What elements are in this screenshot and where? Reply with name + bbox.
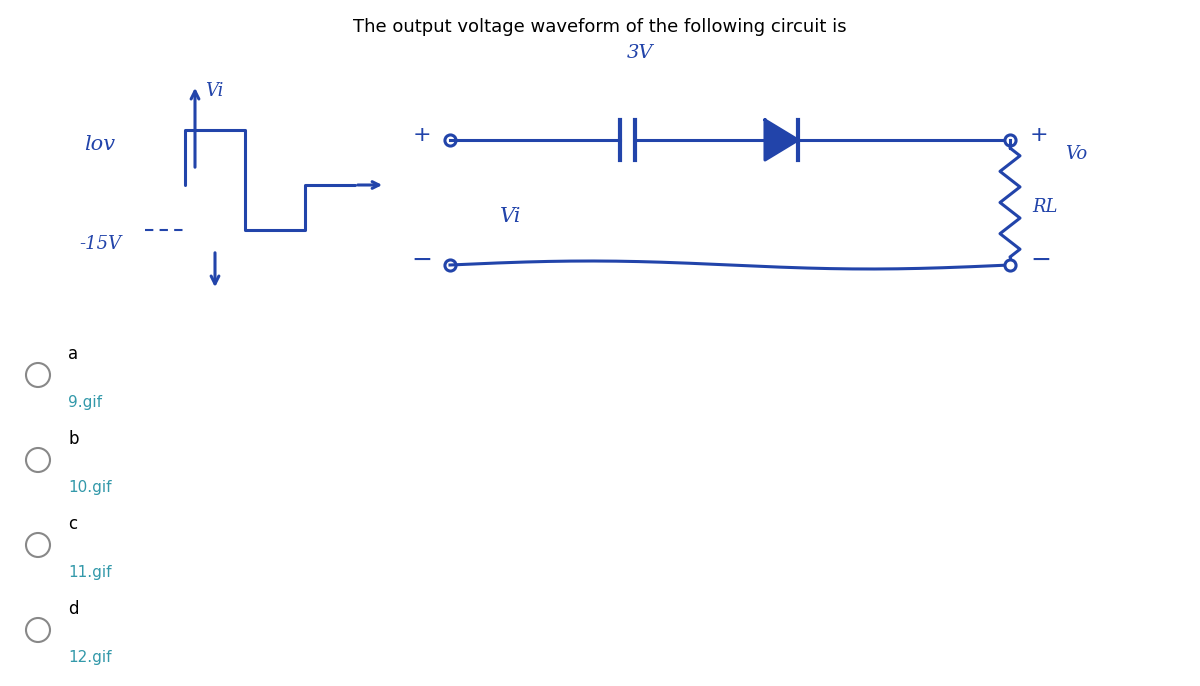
Text: 9.gif: 9.gif bbox=[68, 395, 102, 410]
Text: −: − bbox=[412, 248, 432, 272]
Text: 10.gif: 10.gif bbox=[68, 480, 112, 495]
Text: a: a bbox=[68, 345, 78, 363]
Text: d: d bbox=[68, 600, 78, 618]
Text: −: − bbox=[1030, 248, 1051, 272]
Text: 11.gif: 11.gif bbox=[68, 565, 112, 580]
Text: RL: RL bbox=[1032, 198, 1057, 216]
Text: Vi: Vi bbox=[500, 207, 521, 226]
Text: 3V: 3V bbox=[626, 44, 653, 62]
Text: b: b bbox=[68, 430, 78, 448]
Text: +: + bbox=[1030, 125, 1049, 145]
Text: +: + bbox=[413, 125, 431, 145]
Text: c: c bbox=[68, 515, 77, 533]
Polygon shape bbox=[766, 120, 798, 160]
Text: -15V: -15V bbox=[79, 235, 121, 253]
Text: The output voltage waveform of the following circuit is: The output voltage waveform of the follo… bbox=[353, 18, 847, 36]
Text: Vo: Vo bbox=[1066, 145, 1087, 163]
Text: lov: lov bbox=[84, 135, 115, 154]
Text: Vi: Vi bbox=[205, 82, 223, 100]
Text: 12.gif: 12.gif bbox=[68, 650, 112, 665]
